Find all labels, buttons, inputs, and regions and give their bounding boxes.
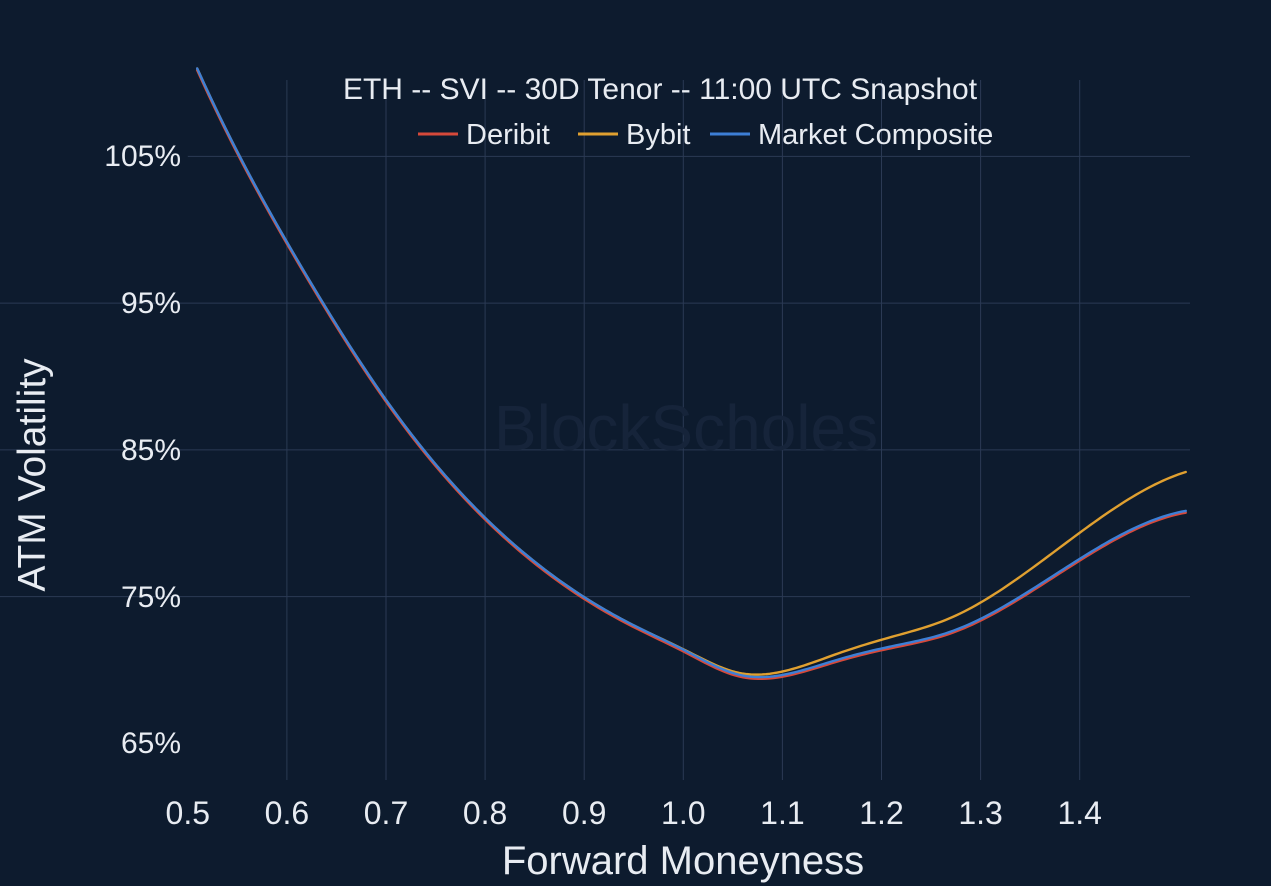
svg-text:1.0: 1.0 — [661, 795, 705, 831]
svg-text:ETH -- SVI -- 30D Tenor -- 11:: ETH -- SVI -- 30D Tenor -- 11:00 UTC Sna… — [343, 73, 978, 106]
svg-text:95%: 95% — [121, 287, 181, 320]
svg-text:1.4: 1.4 — [1057, 795, 1101, 831]
svg-text:BlockScholes: BlockScholes — [494, 392, 878, 464]
svg-text:ATM Volatility: ATM Volatility — [11, 358, 54, 592]
svg-text:Bybit: Bybit — [626, 119, 690, 151]
svg-text:105%: 105% — [104, 140, 181, 173]
svg-text:0.6: 0.6 — [265, 795, 309, 831]
svg-text:0.8: 0.8 — [463, 795, 507, 831]
svg-text:0.9: 0.9 — [562, 795, 606, 831]
svg-text:85%: 85% — [121, 434, 181, 467]
svg-text:75%: 75% — [121, 581, 181, 614]
svg-text:Deribit: Deribit — [466, 119, 550, 151]
svg-text:Forward Moneyness: Forward Moneyness — [502, 839, 864, 883]
svg-text:1.3: 1.3 — [958, 795, 1002, 831]
svg-text:65%: 65% — [121, 727, 181, 760]
svg-text:Market Composite: Market Composite — [758, 119, 993, 151]
svg-text:1.2: 1.2 — [859, 795, 903, 831]
svg-text:1.1: 1.1 — [760, 795, 804, 831]
svg-text:0.7: 0.7 — [364, 795, 408, 831]
svg-text:0.5: 0.5 — [166, 795, 210, 831]
